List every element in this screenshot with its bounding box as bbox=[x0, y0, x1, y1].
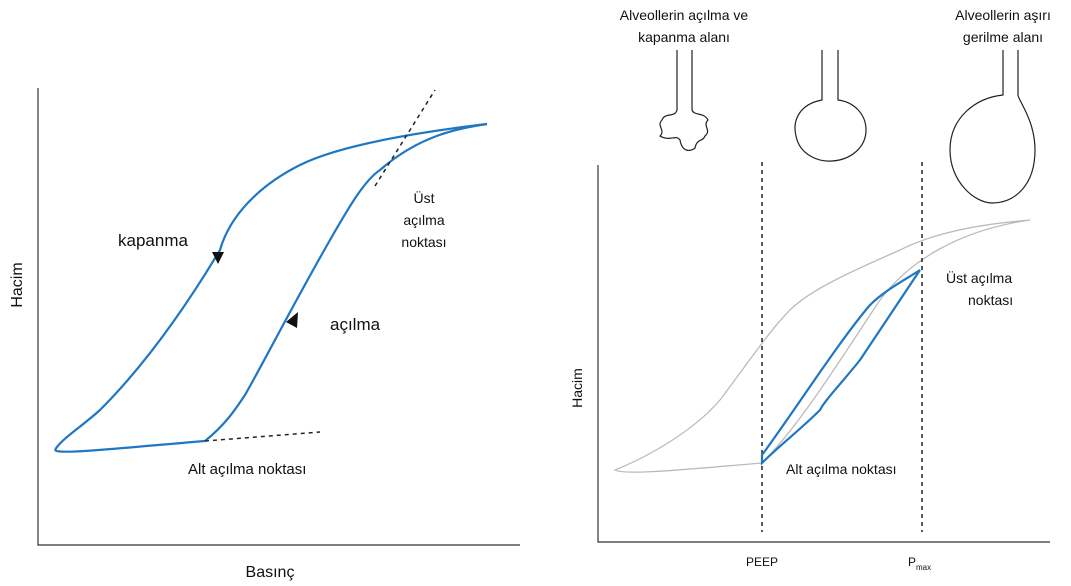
y-axis-label: Hacim bbox=[9, 262, 26, 307]
y-axis-label: Hacim bbox=[569, 368, 585, 408]
axes bbox=[598, 165, 1050, 542]
label: Üst bbox=[414, 189, 435, 206]
x-marker-subscript: max bbox=[916, 563, 931, 572]
diagram: Hacim Basınç kapanma açılma Üst açılma n… bbox=[0, 0, 1071, 586]
opening-curve bbox=[55, 124, 487, 452]
label: noktası bbox=[968, 292, 1013, 308]
label: noktası bbox=[401, 234, 446, 250]
x-axis-label: Basınç bbox=[246, 564, 295, 581]
alveolus-collapsed bbox=[660, 50, 708, 150]
closing-curve bbox=[55, 124, 487, 450]
tangent bbox=[375, 90, 435, 186]
right-diagram: Alveollerin açılma ve kapanma alanı Alve… bbox=[569, 7, 1051, 572]
x-marker-label: PEEP bbox=[746, 555, 778, 569]
tangent bbox=[205, 432, 320, 441]
alveoli-label: gerilme alanı bbox=[963, 29, 1043, 45]
label: Alt açılma noktası bbox=[188, 461, 306, 478]
x-marker-label: P bbox=[908, 555, 916, 569]
alveoli-label: Alveollerin açılma ve bbox=[620, 7, 749, 23]
label: açılma bbox=[330, 315, 381, 334]
label: Üst açılma bbox=[946, 269, 1012, 286]
alveoli-label: Alveollerin aşırı bbox=[955, 7, 1051, 23]
label: açılma bbox=[403, 212, 444, 228]
label: Alt açılma noktası bbox=[786, 461, 897, 477]
left-diagram: Hacim Basınç kapanma açılma Üst açılma n… bbox=[9, 88, 520, 581]
full-curve bbox=[615, 220, 1030, 472]
alveolus-overdistended bbox=[950, 50, 1035, 203]
label: kapanma bbox=[118, 231, 188, 250]
alveoli-label: kapanma alanı bbox=[638, 29, 730, 45]
ventilation-loop bbox=[762, 270, 920, 463]
alveolus-open bbox=[795, 50, 866, 161]
x-marker-label: Pmax bbox=[908, 555, 931, 572]
